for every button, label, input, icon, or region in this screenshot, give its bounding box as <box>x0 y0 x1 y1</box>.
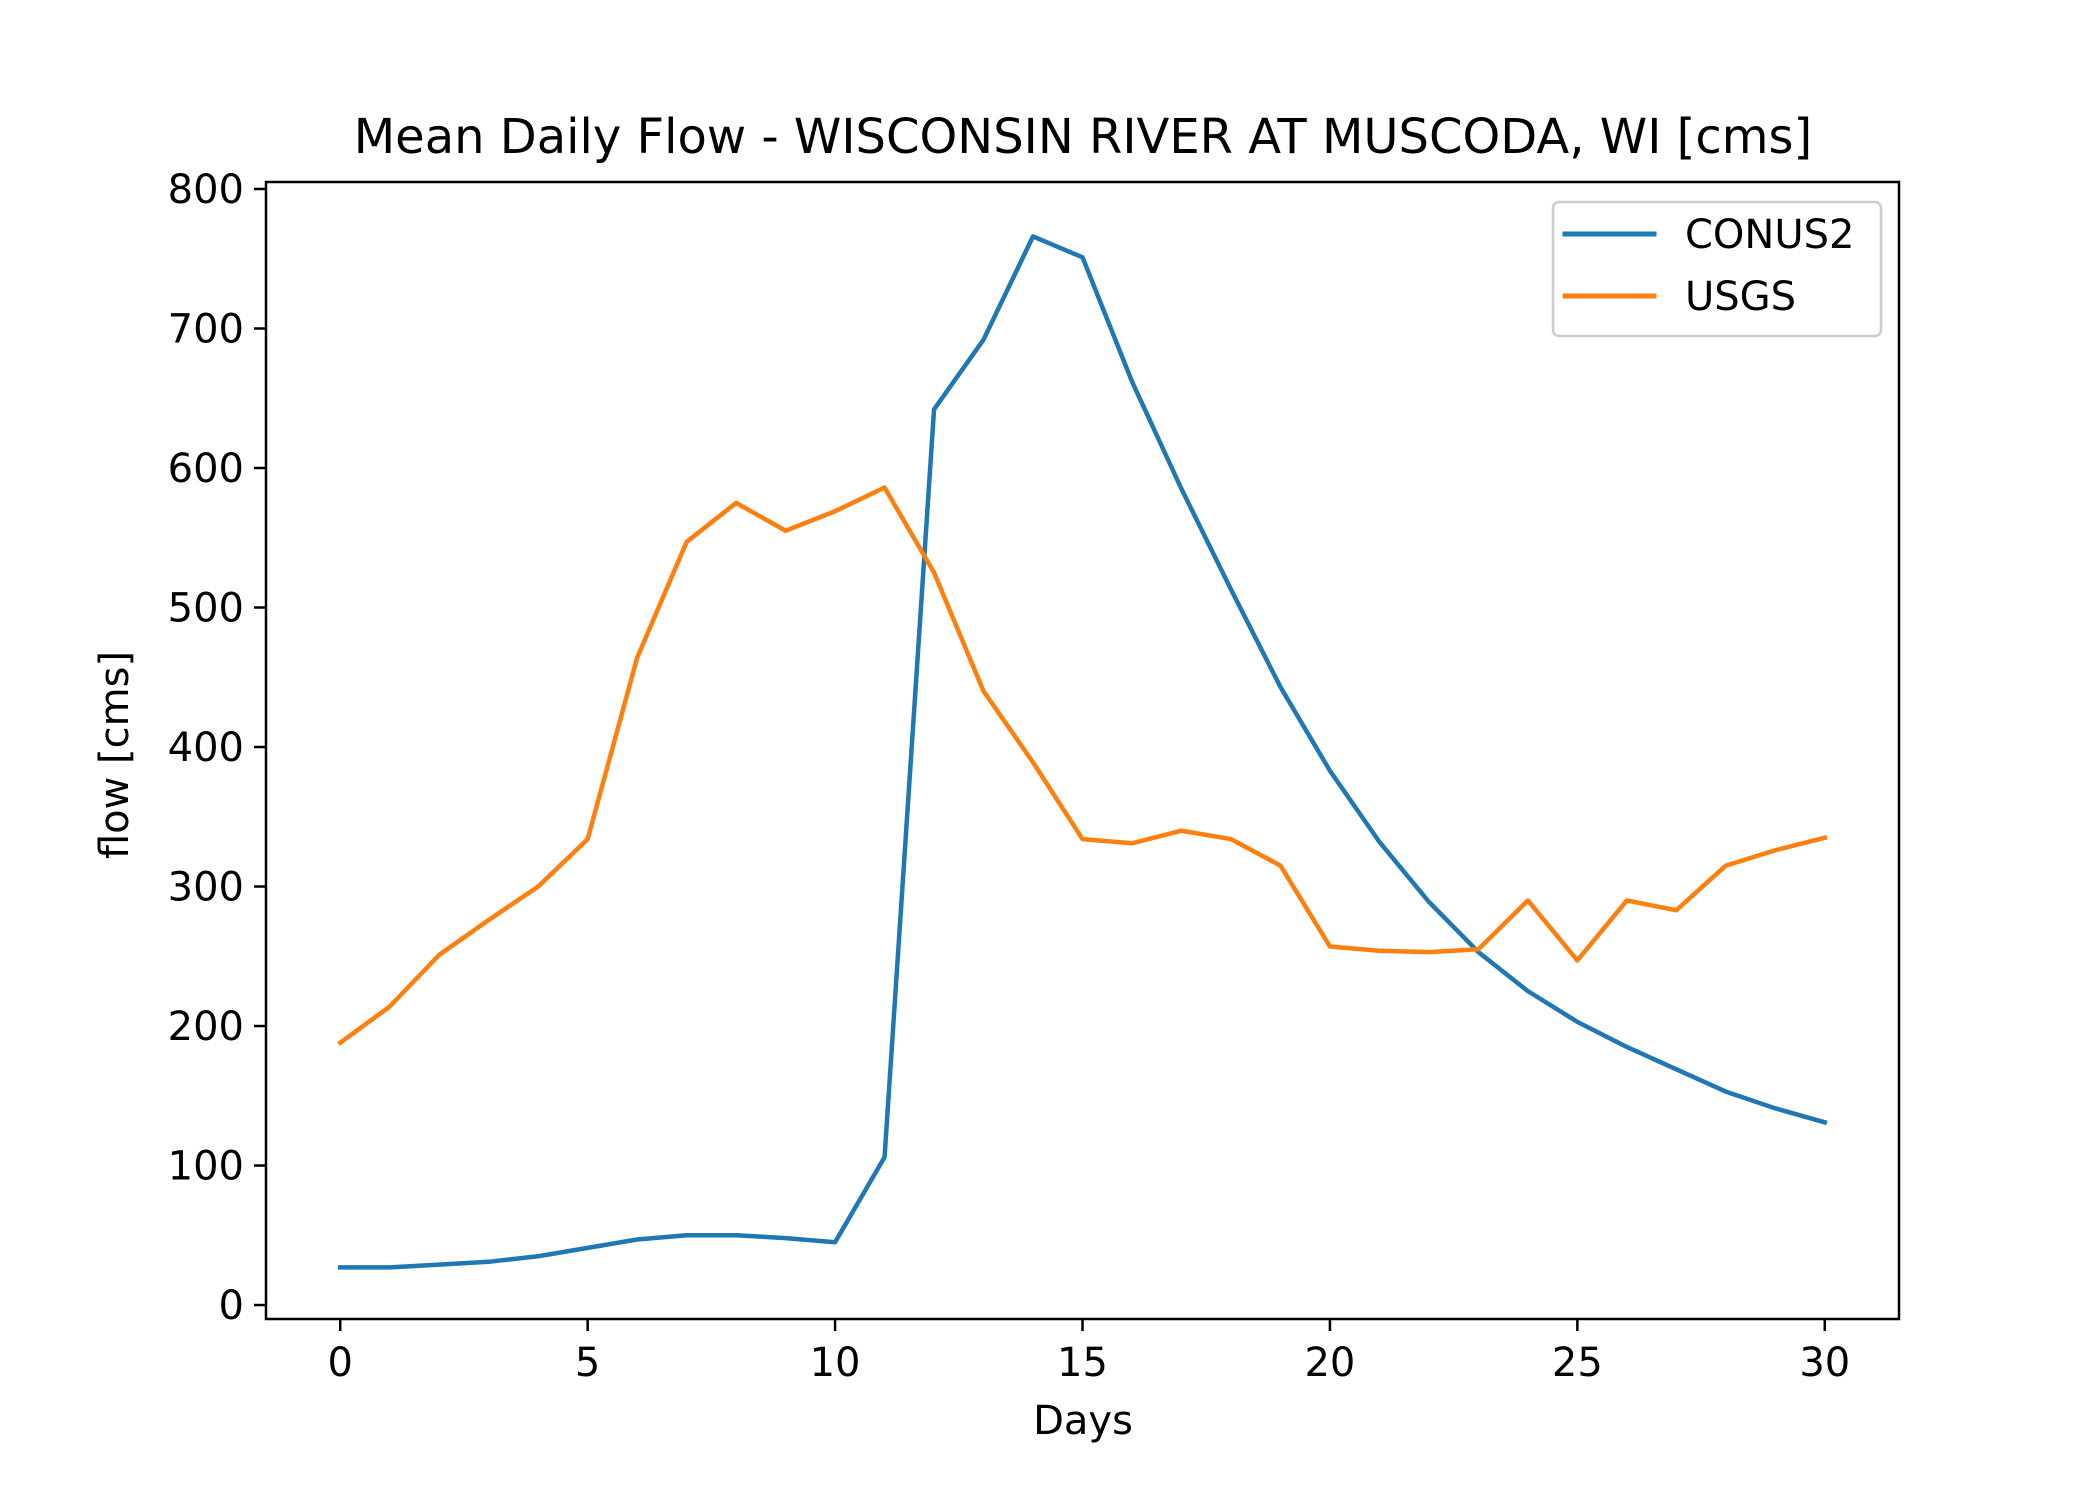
x-tick-label: 0 <box>328 1340 353 1386</box>
x-axis-ticks: 0 5 10 15 20 25 30 <box>328 1319 1850 1386</box>
series-lines <box>337 234 1828 1270</box>
x-tick-label: 25 <box>1552 1340 1603 1386</box>
series-line-conus2 <box>337 234 1828 1270</box>
plot-frame <box>264 180 1901 1321</box>
x-tick-label: 5 <box>575 1340 600 1386</box>
y-tick-label: 400 <box>168 725 244 771</box>
x-tick-label: 15 <box>1057 1340 1108 1386</box>
series-line-usgs <box>337 485 1828 1046</box>
y-tick-label: 700 <box>168 306 244 352</box>
y-tick-label: 100 <box>168 1144 244 1190</box>
legend-label-usgs: USGS <box>1685 274 1796 320</box>
x-axis-label: Days <box>1033 1398 1133 1444</box>
y-tick-label: 200 <box>168 1004 244 1050</box>
legend-label-conus2: CONUS2 <box>1685 212 1854 258</box>
y-axis-ticks: 0 100 200 300 400 500 600 700 800 <box>168 167 266 1329</box>
x-tick-label: 20 <box>1304 1340 1355 1386</box>
legend: CONUS2 USGS <box>1551 200 1883 338</box>
x-tick-label: 30 <box>1799 1340 1850 1386</box>
y-axis-label: flow [cms] <box>92 651 138 859</box>
y-tick-label: 600 <box>168 446 244 492</box>
chart-title: Mean Daily Flow - WISCONSIN RIVER AT MUS… <box>354 109 1812 165</box>
y-tick-label: 800 <box>168 167 244 213</box>
y-tick-label: 500 <box>168 586 244 632</box>
x-tick-label: 10 <box>810 1340 861 1386</box>
y-tick-label: 0 <box>219 1283 244 1329</box>
y-tick-label: 300 <box>168 865 244 911</box>
